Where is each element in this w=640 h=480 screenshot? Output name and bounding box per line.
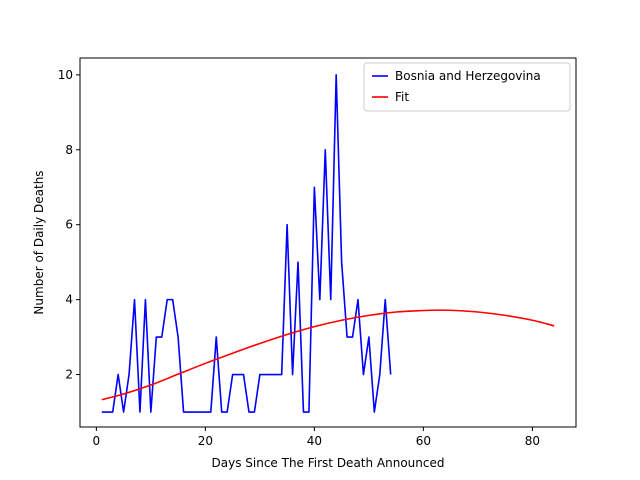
- y-tick-label: 10: [58, 68, 73, 82]
- legend: Bosnia and Herzegovina Fit: [363, 62, 571, 112]
- y-tick-label: 4: [65, 293, 73, 307]
- y-tick-label: 8: [65, 143, 73, 157]
- series-line-bosnia: [101, 74, 392, 413]
- x-tick-label: 40: [307, 434, 322, 448]
- plot-frame: [79, 57, 577, 428]
- series-line-fit: [101, 309, 555, 401]
- y-axis-ticks: 2 4 6 8 10: [58, 68, 80, 382]
- y-axis-label: Number of Daily Deaths: [32, 170, 46, 314]
- x-tick-label: 20: [198, 434, 213, 448]
- y-tick-label: 2: [65, 368, 73, 382]
- x-tick-label: 80: [525, 434, 540, 448]
- x-tick-label: 0: [93, 434, 101, 448]
- x-tick-label: 60: [416, 434, 431, 448]
- series-layer: [101, 74, 555, 413]
- x-axis-ticks: 0 20 40 60 80: [93, 427, 540, 448]
- legend-label-fit: Fit: [395, 90, 409, 104]
- legend-box: [363, 62, 571, 112]
- legend-label-bosnia: Bosnia and Herzegovina: [395, 69, 541, 83]
- x-axis-label: Days Since The First Death Announced: [212, 456, 445, 470]
- y-tick-label: 6: [65, 218, 73, 232]
